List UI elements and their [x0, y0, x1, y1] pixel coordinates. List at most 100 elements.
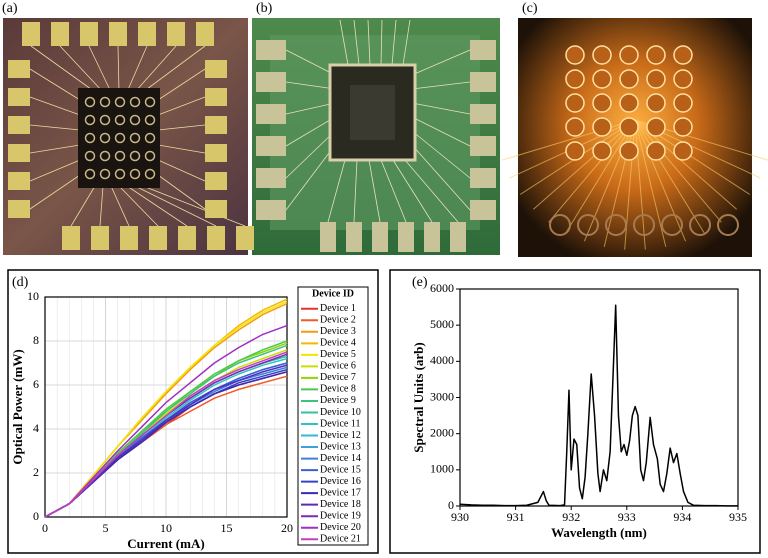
- wire: [29, 96, 81, 116]
- pad: [320, 222, 336, 252]
- legend-box: [297, 286, 369, 546]
- pad: [196, 22, 214, 46]
- wire: [99, 185, 104, 227]
- legend-label: Device 10: [320, 407, 361, 418]
- emitter: [99, 150, 111, 162]
- ray: [583, 119, 636, 242]
- ray: [548, 119, 636, 223]
- legend-label: Device 11: [320, 418, 360, 429]
- x-tick-label: 933: [618, 510, 636, 524]
- emitter: [646, 69, 666, 89]
- pad: [470, 40, 496, 60]
- emitter: [646, 45, 666, 65]
- legend-label: Device 20: [320, 522, 361, 533]
- plot-area: [459, 288, 739, 507]
- emitter: [673, 93, 693, 113]
- emitter: [129, 168, 141, 180]
- emitter: [673, 117, 693, 137]
- pad: [62, 226, 80, 250]
- wire: [327, 159, 346, 223]
- emitter: [646, 93, 666, 113]
- y-tick-label: 8: [33, 333, 39, 347]
- emitter: [129, 132, 141, 144]
- pad: [205, 172, 227, 190]
- pad: [149, 226, 167, 250]
- pad: [470, 104, 496, 124]
- chip: [78, 88, 160, 188]
- y-tick-label: 0: [33, 509, 39, 523]
- pad: [167, 22, 185, 46]
- wire: [367, 19, 371, 66]
- ray: [634, 119, 667, 247]
- emitter: [592, 93, 612, 113]
- pad: [8, 60, 30, 78]
- series-line: [44, 324, 288, 518]
- wire: [157, 159, 206, 182]
- wire: [157, 68, 206, 101]
- emitter: [565, 117, 585, 137]
- legend-label: Device 4: [320, 338, 356, 349]
- wire: [391, 19, 397, 66]
- wire: [29, 174, 81, 210]
- emitter: [673, 45, 693, 65]
- wire: [157, 174, 206, 210]
- bond: [689, 214, 711, 236]
- wire: [353, 19, 360, 66]
- pad: [470, 200, 496, 220]
- emitter: [592, 117, 612, 137]
- wire: [126, 45, 148, 93]
- pad: [205, 144, 227, 162]
- pad: [205, 60, 227, 78]
- ray: [501, 119, 636, 161]
- bond: [577, 214, 599, 236]
- legend-label: Device 17: [320, 487, 361, 498]
- legend-label: Device 3: [320, 326, 356, 337]
- emitter: [619, 45, 639, 65]
- emitter: [144, 114, 156, 126]
- wire: [392, 159, 433, 223]
- wire: [142, 45, 206, 93]
- pad: [372, 222, 388, 252]
- series-line: [44, 300, 288, 518]
- wire: [29, 144, 81, 154]
- legend-label: Device 16: [320, 476, 361, 487]
- emitter: [84, 114, 96, 126]
- y-tick-label: 4000: [430, 353, 454, 367]
- panel-label: (b): [256, 1, 273, 16]
- ray: [532, 119, 636, 210]
- emitter: [619, 141, 639, 161]
- bond: [717, 214, 739, 236]
- legend-label: Device 9: [320, 395, 356, 406]
- wire: [402, 19, 411, 66]
- wire: [30, 45, 96, 93]
- emitter: [114, 96, 126, 108]
- emitter: [592, 69, 612, 89]
- pad: [256, 40, 286, 60]
- legend-label: Device 8: [320, 384, 356, 395]
- emitter: [99, 96, 111, 108]
- panel-label: (c): [522, 1, 538, 16]
- x-axis-title: Current (mA): [127, 536, 204, 551]
- panel-label: (a): [2, 1, 18, 16]
- emitter: [144, 96, 156, 108]
- pad: [8, 172, 30, 190]
- legend-label: Device 2: [320, 315, 356, 326]
- pad: [256, 72, 286, 92]
- wire: [411, 116, 471, 147]
- emitter: [565, 45, 585, 65]
- y-tick-label: 2: [33, 465, 39, 479]
- panel-label: (e): [412, 275, 428, 290]
- emitter: [673, 69, 693, 89]
- y-tick-label: 2000: [430, 425, 454, 439]
- legend-label: Device 1: [320, 303, 356, 314]
- emitter: [619, 93, 639, 113]
- wire: [88, 45, 112, 93]
- emitter: [114, 168, 126, 180]
- wire: [368, 159, 381, 223]
- wire: [157, 144, 206, 154]
- wire: [285, 130, 336, 179]
- wire: [285, 144, 336, 211]
- legend-label: Device 15: [320, 464, 361, 475]
- wire: [134, 45, 177, 93]
